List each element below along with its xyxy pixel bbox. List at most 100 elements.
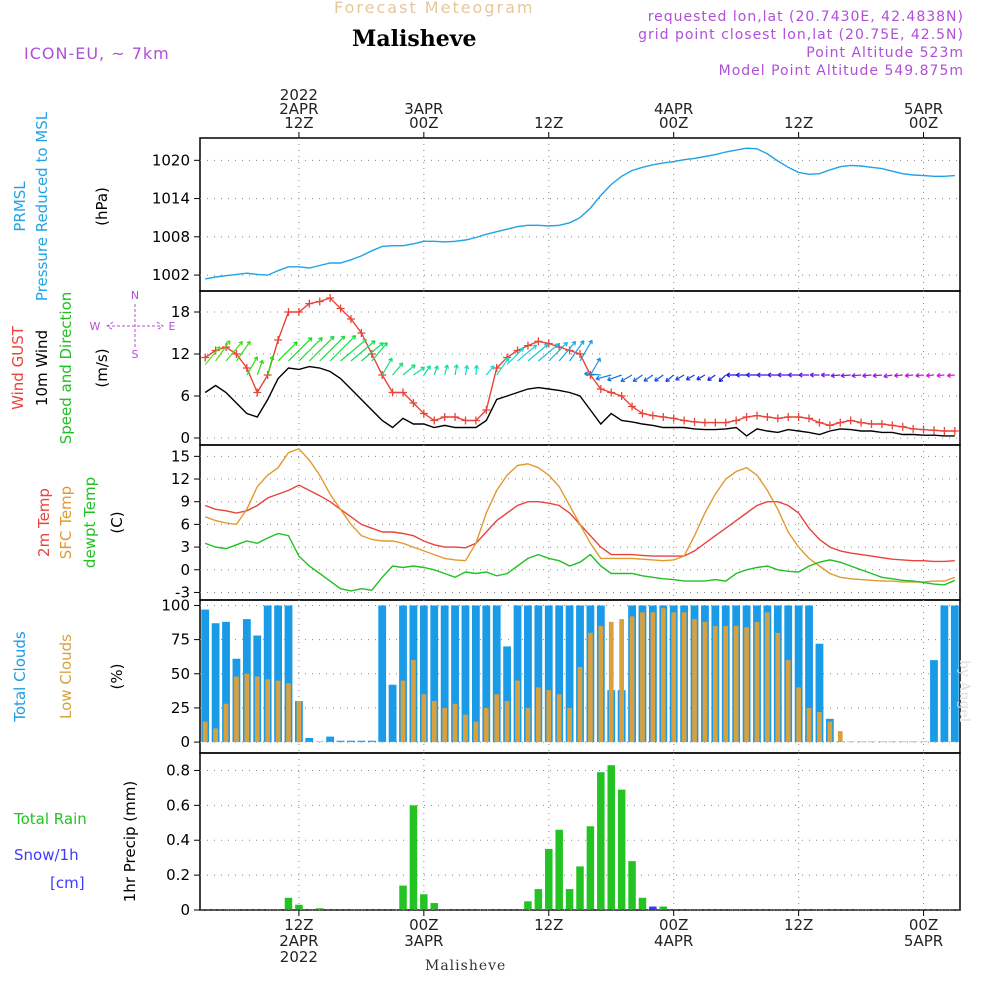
gust-marker [680, 416, 689, 425]
top-time-label: 2APR [279, 100, 318, 118]
y-tick-label: 0 [180, 901, 190, 919]
gust-marker [284, 308, 293, 316]
wind-direction-arrow [718, 374, 727, 383]
gust-marker [232, 350, 241, 358]
precip-axis-title: 1hr Precip (mm) [121, 781, 139, 902]
gust-marker [752, 411, 761, 420]
low-clouds-bar [317, 741, 323, 743]
precip-snow-label: Snow/1h [14, 846, 79, 864]
compass-north-label: N [131, 289, 139, 302]
gust-marker [471, 416, 480, 425]
low-clouds-bar [556, 694, 562, 743]
low-clouds-bar [858, 741, 864, 743]
wind-direction-arrow [862, 372, 872, 379]
low-clouds-bar [577, 666, 583, 743]
total-clouds-bar [274, 605, 282, 743]
total-rain-bar [628, 861, 636, 910]
gust-marker [409, 399, 418, 407]
model-label: ICON-EU, ~ 7km [24, 44, 170, 63]
low-clouds-bar [806, 707, 812, 743]
wind-direction-arrow [444, 364, 450, 376]
wind-direction-arrow [413, 366, 426, 376]
bottom-time-label: 5APR [904, 932, 943, 950]
wind-direction-arrow [735, 372, 747, 378]
total-clouds-bar [222, 621, 230, 743]
bottom-time-label: 3APR [404, 932, 443, 950]
wind-direction-arrow [936, 372, 945, 378]
total-clouds-bar [482, 605, 491, 743]
model-altitude: Model Point Altitude 549.875m [718, 63, 964, 79]
author-credit: by Angel [956, 660, 972, 723]
low-clouds-bar [952, 741, 958, 743]
y-tick-label: 25 [171, 699, 190, 717]
total-clouds-bar [503, 646, 512, 743]
wind-direction-arrow [517, 344, 538, 362]
gust-marker [763, 413, 772, 421]
low-clouds-bar [650, 612, 656, 743]
total-rain-bar [399, 885, 407, 910]
wind-direction-arrow [632, 374, 643, 383]
wind-direction-arrow [595, 374, 612, 381]
total-rain-bar [315, 908, 324, 910]
point-altitude: Point Altitude 523m [806, 45, 964, 61]
low-clouds-bar [702, 621, 708, 743]
wind-direction-arrow [308, 335, 335, 362]
gust-marker [794, 413, 803, 421]
gust-marker [784, 413, 793, 421]
low-clouds-bar [431, 701, 437, 743]
low-clouds-bar [421, 694, 427, 743]
low-clouds-bar [359, 741, 364, 743]
low-clouds-bar [265, 679, 271, 743]
low-clouds-bar [463, 714, 468, 743]
y-tick-label: 0 [180, 429, 190, 447]
gust-marker [440, 413, 449, 421]
low-clouds-bar [723, 625, 729, 743]
wind-direction-arrow [350, 340, 376, 362]
total-rain-bar [576, 866, 584, 910]
wind-direction-arrow [946, 372, 955, 378]
low-clouds-bar [744, 627, 749, 743]
total-clouds-bar [336, 740, 345, 743]
low-clouds-bar [837, 731, 843, 743]
wind-direction-arrow [569, 340, 585, 362]
top-time-label: 2022 [280, 86, 318, 104]
panel-frame-pressure [199, 137, 961, 292]
low-clouds-bar [379, 741, 385, 743]
10m-wind-line [204, 365, 955, 437]
total-clouds-bar [471, 605, 480, 743]
gust-marker [482, 406, 491, 414]
gust-marker [576, 350, 584, 358]
low-clouds-bar [494, 694, 500, 743]
gust-marker [659, 413, 668, 421]
low-clouds-bar [348, 741, 354, 743]
low-clouds-bar [733, 625, 739, 743]
low-clouds-bar [785, 660, 791, 743]
y-tick-label: 6 [180, 515, 190, 533]
location-title: Malisheve [352, 26, 477, 52]
total-clouds-bar [367, 740, 376, 743]
gust-marker [919, 425, 928, 434]
total-rain-bar [565, 889, 574, 910]
low-clouds-bar [400, 680, 406, 743]
wind-direction-arrow [527, 343, 549, 362]
wind-direction-arrow [675, 374, 685, 381]
low-clouds-bar [827, 721, 833, 743]
top-time-label: 12Z [534, 114, 563, 132]
y-tick-label: 3 [180, 538, 190, 556]
low-clouds-bar [546, 690, 552, 743]
low-clouds-bar [671, 612, 677, 743]
wind-direction-arrow [329, 334, 357, 362]
gust-marker [336, 304, 345, 313]
total-clouds-bar [524, 605, 532, 743]
total-rain-bar [659, 906, 668, 910]
low-clouds-bar [223, 703, 229, 743]
total-clouds-bar [430, 605, 439, 743]
gust-marker [950, 427, 959, 435]
y-tick-label: 50 [171, 665, 190, 683]
wind-direction-arrow [607, 374, 622, 382]
low-clouds-bar [869, 741, 874, 743]
total-clouds-bar [461, 605, 470, 743]
wind-direction-arrow [620, 374, 633, 383]
top-time-label: 12Z [784, 114, 813, 132]
panel-title-pressure: (hPa) [93, 187, 111, 226]
